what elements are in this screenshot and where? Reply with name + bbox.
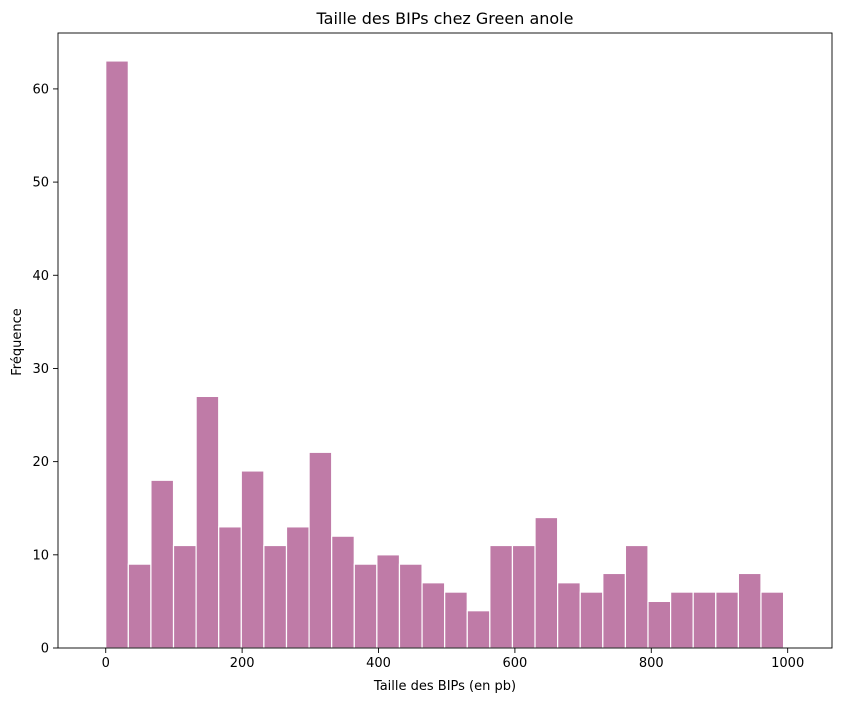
histogram-bar [331,535,355,649]
x-tick-label: 400 [366,656,391,671]
histogram-bar [308,451,333,649]
histogram-bar [150,479,175,649]
histogram-bar [398,563,423,649]
x-tick-label: 1000 [771,656,804,671]
histogram-bar [376,554,401,649]
y-tick-label: 10 [32,548,49,563]
histogram-bar [511,544,536,649]
histogram-bar [172,544,197,649]
histogram-bar [285,526,310,649]
histogram-bar [602,572,627,649]
histogram-bar [534,516,559,649]
histogram-bar [240,470,265,649]
histogram-bar [421,582,446,649]
x-axis-title: Taille des BIPs (en pb) [373,679,516,694]
y-tick-label: 30 [32,362,49,377]
histogram-bar [466,610,491,649]
histogram-bar [444,591,468,649]
histogram-bar [195,395,220,649]
y-axis-title: Fréquence [10,308,25,375]
chart-title: Taille des BIPs chez Green anole [316,9,574,28]
histogram-bar [218,526,242,649]
y-tick-label: 60 [32,82,49,97]
histogram-bar [647,600,672,649]
histogram-bar [105,60,129,649]
y-tick-label: 50 [32,176,49,191]
histogram-bar [760,591,785,649]
y-tick-label: 0 [41,642,49,657]
histogram-bar [127,563,152,649]
histogram-bar [353,563,378,649]
y-tick-label: 40 [32,269,49,284]
histogram-bar [670,591,694,649]
plot-area-frame [57,32,833,649]
histogram-bar [263,544,288,649]
y-axis-ticks: 0 10 20 30 40 50 60 [32,82,58,657]
x-tick-label: 800 [639,656,664,671]
bars-group [105,60,785,649]
histogram-bar [489,544,514,649]
y-tick-label: 20 [32,455,49,470]
x-tick-label: 600 [502,656,527,671]
histogram-bar [692,591,717,649]
x-tick-label: 200 [230,656,255,671]
histogram-bar [579,591,604,649]
x-tick-label: 0 [102,656,110,671]
histogram-bar [624,544,649,649]
histogram-bar [715,591,739,649]
histogram-bar [737,572,762,649]
x-axis-ticks: 0 200 400 600 800 1000 [102,648,804,671]
histogram-bar [557,582,581,649]
